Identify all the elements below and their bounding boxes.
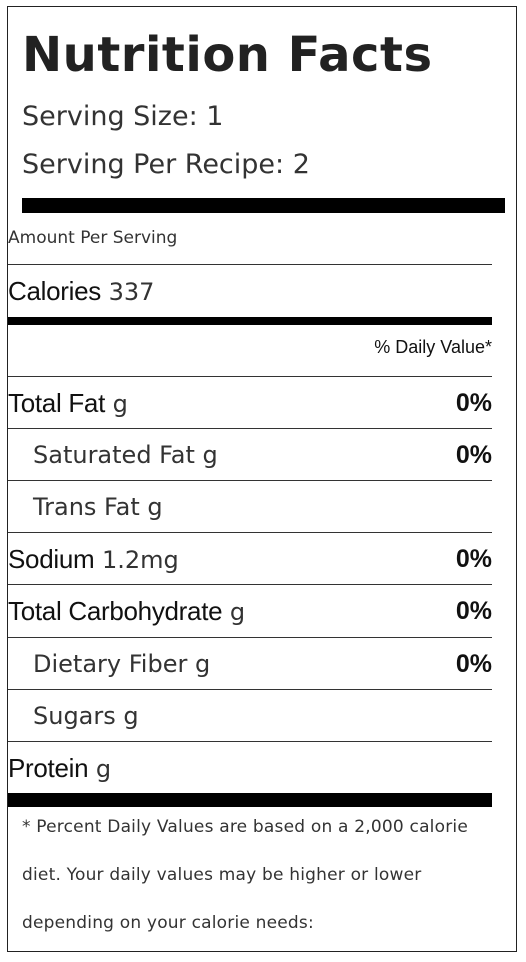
- calories-value: 337: [108, 277, 155, 306]
- nutrient-amount: g: [202, 441, 218, 469]
- nutrient-row-saturated-fat: Saturated Fat g 0%: [8, 429, 492, 481]
- nutrient-row-sodium: Sodium 1.2mg 0%: [8, 533, 492, 585]
- nutrient-row-total-carbohydrate: Total Carbohydrate g 0%: [8, 585, 492, 637]
- nutrient-name: Saturated Fat: [33, 441, 195, 469]
- nutrient-amount: g: [123, 702, 139, 730]
- serving-per-recipe: Serving Per Recipe: 2: [22, 149, 310, 180]
- calories-label: Calories: [8, 275, 101, 306]
- nutrition-facts-label: Nutrition Facts Serving Size: 1 Serving …: [7, 6, 517, 952]
- calories-text: Calories 337: [8, 276, 154, 307]
- nutrient-name: Sodium: [8, 543, 95, 574]
- nutrient-daily-value: 0%: [455, 388, 492, 417]
- nutrient-amount: g: [147, 493, 163, 521]
- divider: [8, 264, 492, 265]
- nutrient-daily-value: 0%: [455, 440, 492, 469]
- serving-size: Serving Size: 1: [22, 101, 224, 132]
- medium-divider: [8, 317, 492, 325]
- amount-per-serving: Amount Per Serving: [8, 228, 178, 248]
- calories-row: Calories 337: [8, 265, 492, 317]
- divider: [8, 741, 492, 742]
- divider: [8, 480, 492, 481]
- nutrient-name: Total Fat: [8, 387, 106, 418]
- nutrient-amount: g: [229, 597, 246, 626]
- nutrient-name: Sugars: [33, 702, 116, 730]
- nutrient-row-dietary-fiber: Dietary Fiber g 0%: [8, 638, 492, 690]
- daily-value-footnote: * Percent Daily Values are based on a 2,…: [22, 817, 468, 933]
- thick-divider: [22, 198, 505, 213]
- nutrient-name: Total Carbohydrate: [8, 595, 223, 626]
- nutrient-amount: g: [194, 650, 211, 678]
- divider: [8, 689, 492, 690]
- divider: [8, 428, 492, 429]
- divider: [8, 376, 492, 377]
- nutrient-daily-value: 0%: [455, 544, 492, 573]
- nutrient-name: Protein: [8, 752, 89, 783]
- divider: [8, 637, 492, 638]
- nutrient-amount: 1.2mg: [102, 545, 179, 574]
- nutrient-row-protein: Protein g: [8, 742, 492, 794]
- nutrient-name: Trans Fat: [33, 493, 140, 521]
- nutrient-daily-value: 0%: [455, 596, 492, 625]
- divider: [8, 584, 492, 585]
- nutrient-row-total-fat: Total Fat g 0%: [8, 377, 492, 429]
- nutrient-amount: g: [95, 754, 112, 783]
- thick-divider: [8, 793, 492, 807]
- label-title: Nutrition Facts: [22, 27, 433, 83]
- daily-value-header: % Daily Value*: [374, 337, 492, 357]
- nutrient-name: Dietary Fiber: [33, 650, 188, 678]
- nutrient-row-trans-fat: Trans Fat g: [8, 481, 492, 533]
- nutrient-row-sugars: Sugars g: [8, 690, 492, 742]
- divider: [8, 532, 492, 533]
- nutrient-daily-value: 0%: [455, 649, 492, 678]
- nutrient-amount: g: [112, 389, 128, 418]
